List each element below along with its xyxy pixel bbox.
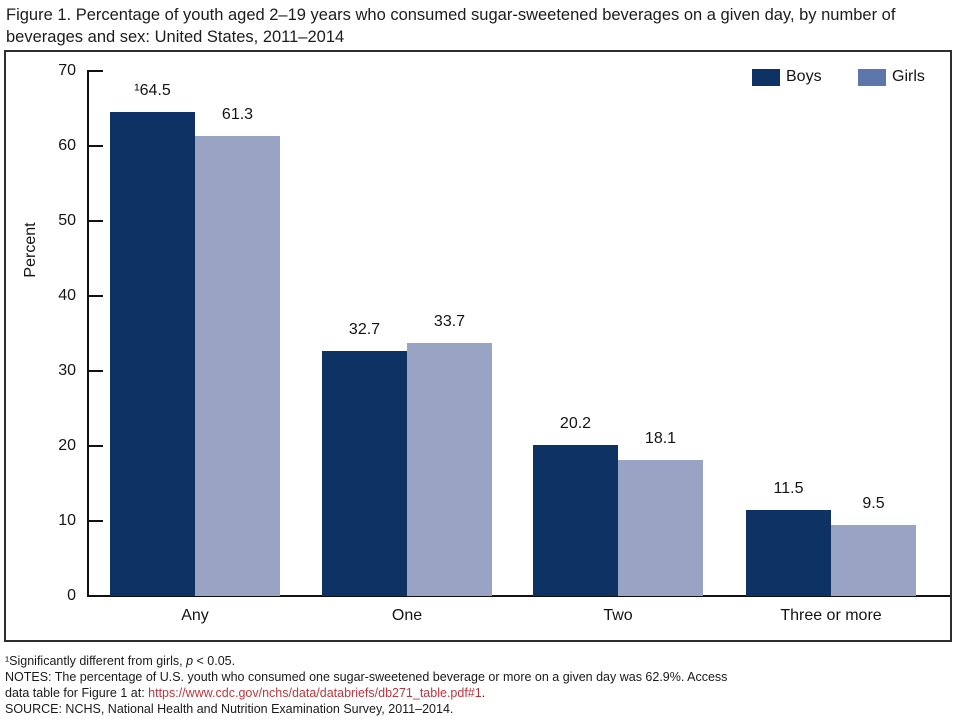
footnote-notes-line2-post: . [481,686,486,700]
data-table-link[interactable]: https://www.cdc.gov/nchs/data/databriefs… [148,686,482,700]
footnote-source: SOURCE: NCHS, National Health and Nutrit… [5,702,454,716]
footnote-sig-pre: ¹Significantly different from girls, [5,654,187,668]
footnote-sig-post: < 0.05. [193,654,236,668]
footnotes: ¹Significantly different from girls, p <… [5,653,955,717]
legend-swatch-boys [752,69,780,86]
figure-title-line2: beverages and sex: United States, 2011–2… [6,28,345,46]
footnote-notes-line2: data table for Figure 1 at: https://www.… [5,685,955,701]
legend-label-girls: Girls [892,68,925,85]
chart-frame [4,50,952,642]
legend-swatch-girls [858,69,886,86]
footnote-notes-line2-pre: data table for Figure 1 at: [5,686,149,700]
footnote-significance: ¹Significantly different from girls, p <… [5,653,955,669]
legend-label-boys: Boys [786,68,822,85]
figure-title: Figure 1. Percentage of youth aged 2–19 … [6,4,954,48]
figure-title-line1: Figure 1. Percentage of youth aged 2–19 … [6,6,896,24]
footnote-sig-p-italic: p [186,654,194,668]
footnote-notes-line1: NOTES: The percentage of U.S. youth who … [5,670,728,684]
